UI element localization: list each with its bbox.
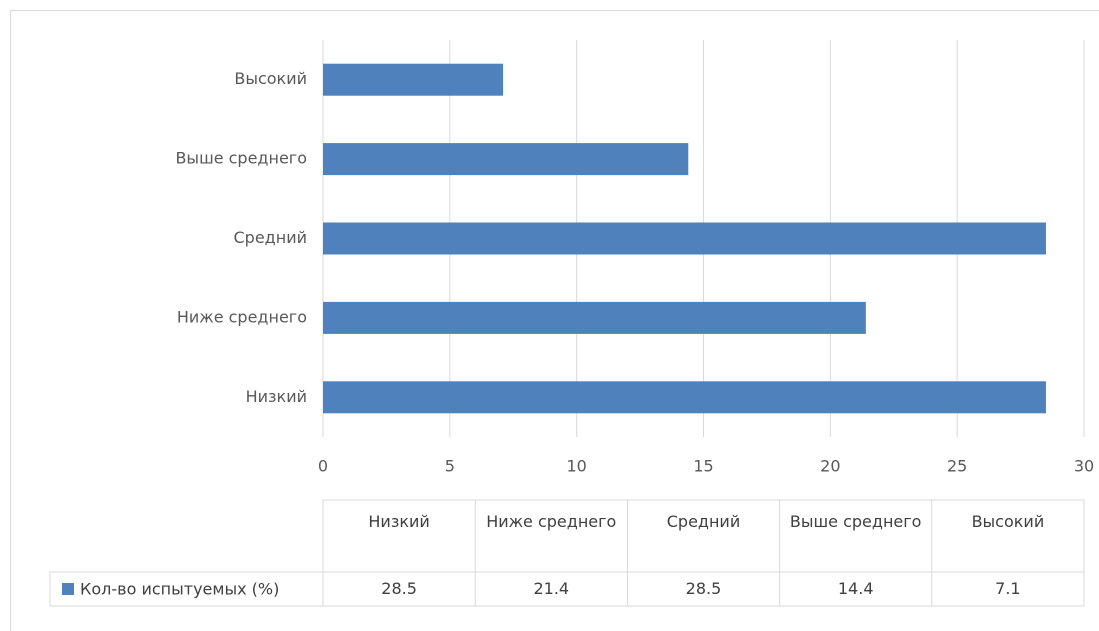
table-header: Выше среднего (789, 512, 922, 531)
y-tick-label: Средний (234, 228, 308, 247)
table-value: 7.1 (995, 579, 1021, 598)
table-header: Низкий (368, 512, 430, 531)
bar (323, 222, 1046, 255)
y-tick-label: Выше среднего (175, 149, 307, 168)
table-header: Средний (666, 512, 741, 531)
table-value: 28.5 (685, 579, 722, 598)
x-tick-label: 0 (318, 457, 328, 476)
legend-key (62, 583, 74, 595)
y-tick-label: Высокий (234, 69, 307, 88)
table-value: 14.4 (837, 579, 874, 598)
x-tick-label: 25 (947, 457, 967, 476)
x-tick-label: 10 (566, 457, 586, 476)
legend-label: Кол-во испытуемых (%) (80, 580, 279, 599)
y-tick-label: Низкий (246, 387, 307, 406)
x-tick-label: 15 (693, 457, 713, 476)
bar (323, 381, 1046, 414)
bar (323, 301, 866, 334)
x-tick-label: 5 (445, 457, 455, 476)
table-value: 21.4 (533, 579, 570, 598)
chart-border (10, 10, 1099, 631)
x-tick-label: 30 (1074, 457, 1094, 476)
table-value: 28.5 (381, 579, 417, 598)
table-header: Ниже среднего (486, 512, 617, 531)
table-header: Высокий (971, 512, 1045, 531)
bar (323, 63, 504, 96)
y-tick-label: Ниже среднего (177, 307, 307, 326)
x-tick-label: 20 (820, 457, 840, 476)
bar (323, 143, 689, 176)
